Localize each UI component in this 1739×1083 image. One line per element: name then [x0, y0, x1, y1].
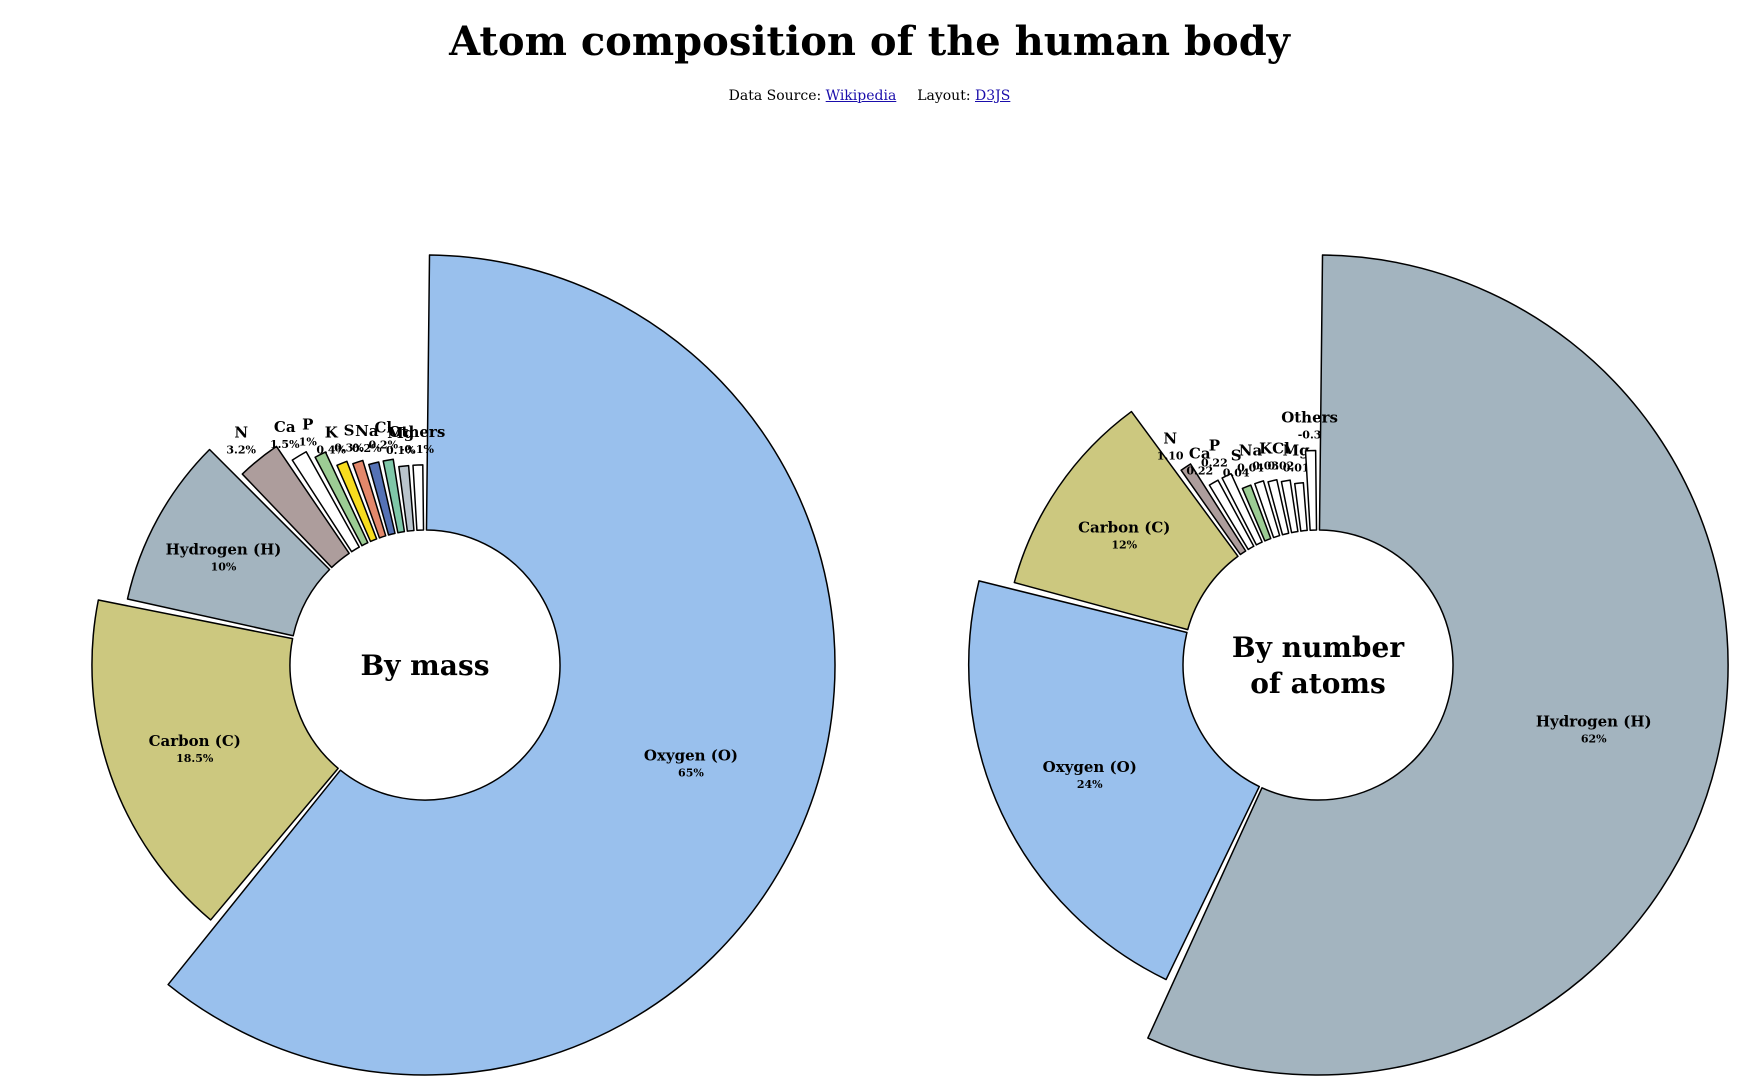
slice-p[interactable] — [1221, 472, 1263, 546]
slice-value: 10% — [211, 560, 237, 573]
slice-carbon-c[interactable] — [1013, 410, 1239, 631]
slice-value: 0.22 — [1186, 464, 1213, 477]
slice-n[interactable] — [241, 445, 350, 569]
donut-chart-2: Hydrogen (H) 62% Oxygen (O) 24% Carbon (C) 12… — [968, 254, 1729, 1076]
slice-label: Oxygen (O) — [644, 746, 738, 764]
slice-value: 1.5% — [270, 438, 300, 451]
d3js-link[interactable]: D3JS — [975, 88, 1011, 104]
slice-label: Carbon (C) — [149, 732, 241, 750]
slice-label: Ca — [274, 418, 296, 436]
slice-value: 0.04 — [1237, 462, 1264, 475]
center-label: By number — [1232, 631, 1405, 664]
slice-label: K — [1259, 440, 1273, 458]
slice-value: 1.10 — [1157, 450, 1184, 463]
slice-value: 0.2% — [352, 442, 382, 455]
slice-value: 0.22 — [1201, 457, 1228, 470]
slice-value: 0.01 — [1283, 461, 1310, 474]
slice-value: 65% — [678, 766, 704, 779]
slice-label: Ca — [1189, 444, 1211, 462]
slice-s[interactable] — [352, 459, 387, 539]
slice-label: P — [302, 416, 313, 434]
slice-label: N — [1163, 430, 1177, 448]
slice-carbon-c[interactable] — [91, 599, 339, 921]
slice-cl[interactable] — [382, 458, 406, 534]
slice-label: Mg — [1283, 441, 1311, 459]
slice-label: S — [344, 421, 355, 439]
slice-label: Others — [388, 423, 445, 441]
slice-label: K — [325, 423, 339, 441]
slice-value: 0.04 — [1223, 467, 1250, 480]
slice-value: 0.03 — [1252, 460, 1279, 473]
center-label: of atoms — [1250, 667, 1386, 700]
slice-cl[interactable] — [1280, 479, 1299, 534]
slice-hydrogen-h[interactable] — [1147, 254, 1729, 1076]
center-label: By mass — [361, 649, 490, 682]
slice-value: 18.5% — [176, 752, 214, 765]
source-line: Data Source: Wikipedia Layout: D3JS — [0, 88, 1739, 104]
wikipedia-link[interactable]: Wikipedia — [825, 88, 897, 104]
slice-k[interactable] — [336, 460, 378, 543]
slice-oxygen-o[interactable] — [167, 254, 836, 1076]
slice-value: -0.1% — [400, 443, 435, 456]
slice-label: S — [1231, 447, 1242, 465]
slice-na[interactable] — [1254, 480, 1281, 539]
slice-label: Oxygen (O) — [1043, 758, 1137, 776]
slice-value: 0.4% — [316, 443, 346, 456]
slice-label: Na — [1239, 442, 1263, 460]
donut-chart-1: Oxygen (O) 65% Carbon (C) 18.5% Hydrogen (H)… — [91, 254, 836, 1076]
slice-others[interactable] — [1304, 449, 1318, 531]
slice-hydrogen-h[interactable] — [126, 448, 331, 637]
data-source-label: Data Source: — [728, 88, 822, 104]
slice-value: 62% — [1581, 733, 1607, 746]
slice-k[interactable] — [1267, 478, 1290, 536]
slice-ca[interactable] — [1208, 479, 1255, 551]
slice-label: Hydrogen (H) — [1536, 713, 1652, 731]
slice-oxygen-o[interactable] — [968, 580, 1261, 981]
slice-label: P — [1209, 437, 1220, 455]
slice-value: 1% — [299, 436, 318, 449]
slice-value: 24% — [1077, 778, 1103, 791]
slice-label: Mg — [387, 424, 415, 442]
layout-label: Layout: — [917, 88, 971, 104]
slice-value: 12% — [1111, 538, 1137, 551]
slice-na[interactable] — [368, 461, 396, 536]
slice-label: Cl — [1272, 439, 1290, 457]
slice-ca[interactable] — [291, 451, 361, 553]
slice-mg[interactable] — [398, 464, 415, 532]
slice-n[interactable] — [1180, 463, 1247, 556]
slice-s[interactable] — [1241, 484, 1272, 542]
slice-label: Cl — [374, 419, 392, 437]
slice-value: 3.2% — [226, 444, 256, 457]
slice-value: 0.02 — [1268, 459, 1295, 472]
slice-p[interactable] — [314, 451, 369, 547]
slice-value: 0.1% — [386, 444, 416, 457]
slice-value: 0.3% — [334, 441, 364, 454]
slice-others[interactable] — [412, 464, 425, 531]
slice-value: 0.2% — [368, 439, 398, 452]
slice-label: Others — [1281, 409, 1338, 427]
slice-label: Hydrogen (H) — [166, 540, 282, 558]
slice-mg[interactable] — [1293, 481, 1308, 532]
slice-value: -0.3 — [1298, 429, 1322, 442]
slice-label: N — [234, 424, 248, 442]
slice-label: Na — [355, 422, 379, 440]
chart-title: Atom composition of the human body — [449, 18, 1290, 65]
slice-label: Carbon (C) — [1078, 518, 1170, 536]
